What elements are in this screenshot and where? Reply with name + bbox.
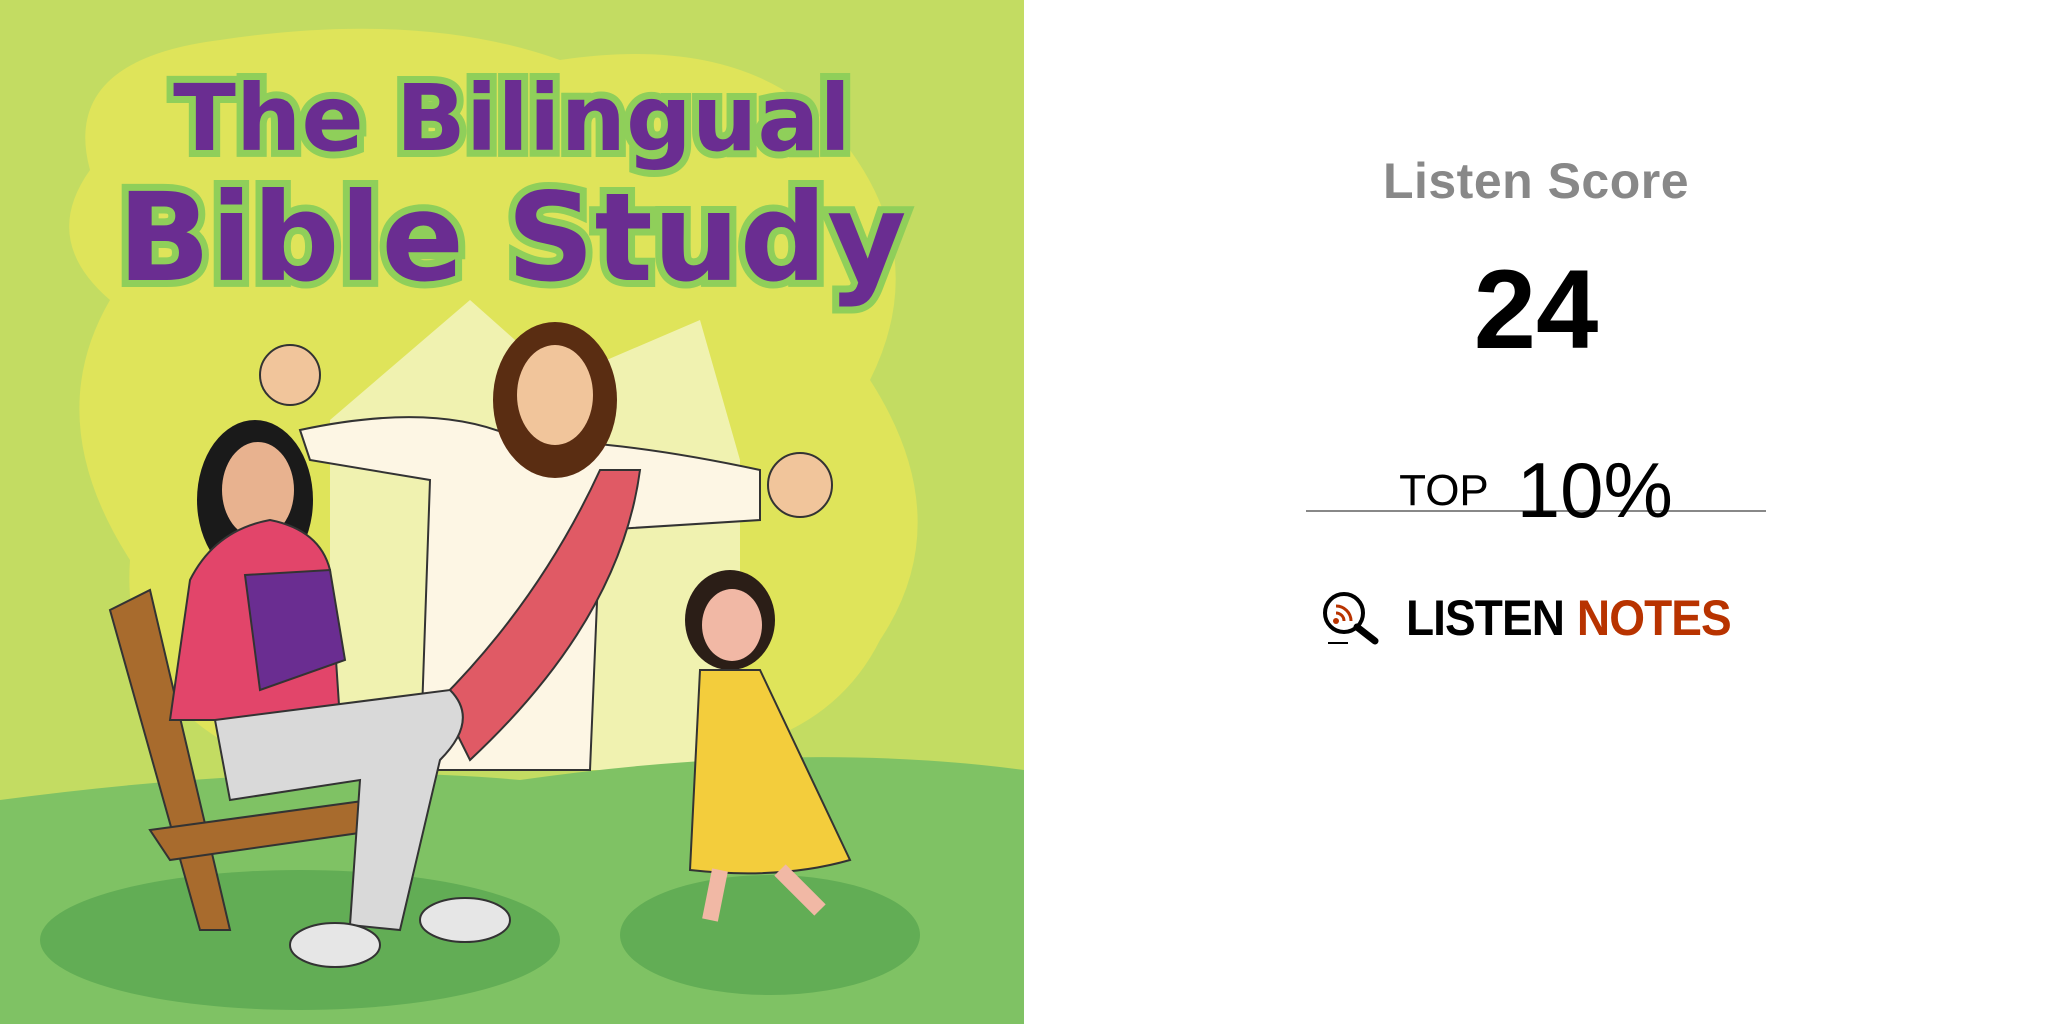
listen-notes-logo: LISTEN NOTES [1320,589,1759,647]
cover-illustration: The Bilingual Bible Study [0,0,1024,1024]
logo-word-notes: NOTES [1576,590,1732,646]
logo-wordmark: LISTEN NOTES [1406,589,1732,647]
listen-score-label: Listen Score [1382,153,1690,209]
rank-percentile: TOP 10% [1024,445,2048,536]
cover-title-line2: Bible Study [117,167,906,309]
divider [1306,510,1766,512]
magnifier-podcast-icon [1323,592,1379,645]
listen-score-panel: Listen Score 24 TOP 10% LISTEN NOTES [1024,0,2048,1024]
rank-value: 10% [1516,446,1673,534]
podcast-cover-art: The Bilingual Bible Study [0,0,1024,1024]
cover-title-line1: The Bilingual [173,65,851,172]
listen-score-value: 24 [1473,247,1599,372]
rank-prefix: TOP [1399,465,1489,515]
logo-word-listen: LISTEN [1406,590,1565,646]
